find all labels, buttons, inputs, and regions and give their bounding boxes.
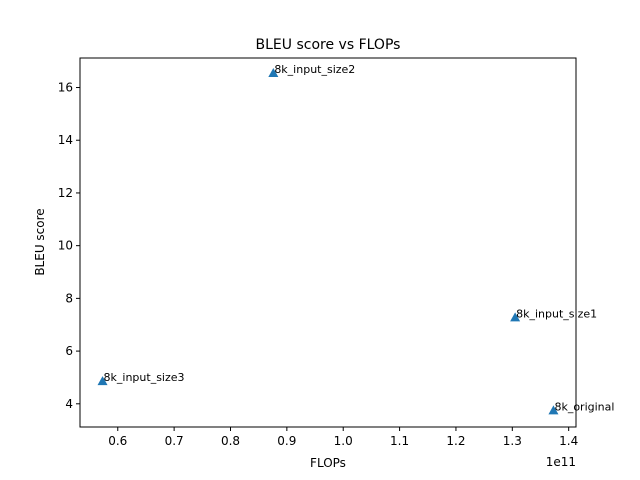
x-tick-label: 1.4: [559, 434, 578, 448]
data-point-8k_input_size1: [510, 312, 521, 322]
y-tick-label: 16: [58, 81, 73, 95]
y-tick-label: 10: [58, 239, 73, 253]
point-label: 8k_input_size3: [104, 371, 185, 384]
plot-frame: [79, 57, 577, 428]
x-tick-label: 1.2: [446, 434, 465, 448]
x-axis-ticks: 0.6 0.7 0.8 0.9 1.0 1.1 1.2 1.3 1.4: [108, 427, 578, 448]
y-tick-label: 8: [65, 291, 73, 305]
point-label: 8k_original: [554, 400, 614, 413]
x-axis-label: FLOPs: [310, 456, 346, 470]
y-axis-ticks: 4 6 8 10 12 14 16: [58, 81, 80, 411]
y-tick-label: 12: [58, 186, 73, 200]
data-points: [97, 68, 559, 415]
y-tick-label: 14: [58, 133, 73, 147]
x-tick-label: 1.1: [390, 434, 409, 448]
data-point-8k_original: [548, 405, 559, 415]
data-point-8k_input_size3: [97, 376, 108, 386]
point-labels: 8k_original 8k_input_size1 8k_input_size2 8…: [104, 63, 615, 413]
x-tick-label: 0.6: [108, 434, 127, 448]
x-tick-label: 1.0: [334, 434, 353, 448]
data-point-8k_input_size2: [268, 68, 279, 78]
x-tick-label: 0.7: [165, 434, 184, 448]
x-tick-label: 0.9: [277, 434, 296, 448]
x-axis-offset-label: 1e11: [546, 455, 576, 469]
x-tick-label: 1.3: [503, 434, 522, 448]
chart-title: BLEU score vs FLOPs: [256, 37, 401, 53]
y-axis-label: BLEU score: [33, 208, 47, 275]
y-tick-label: 6: [65, 344, 73, 358]
x-tick-label: 0.8: [221, 434, 240, 448]
point-label: 8k_input_size1: [516, 307, 597, 320]
y-tick-label: 4: [65, 397, 73, 411]
point-label: 8k_input_size2: [274, 63, 355, 76]
